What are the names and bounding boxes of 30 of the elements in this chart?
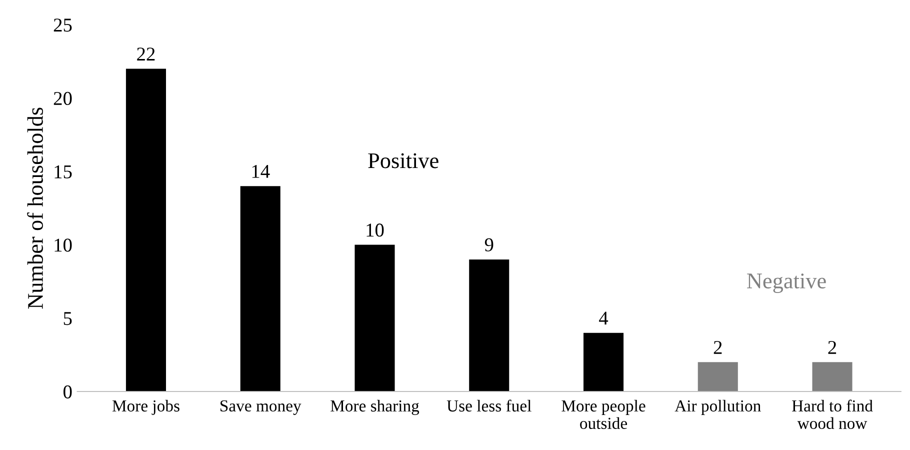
x-tick-label: More jobs: [112, 400, 180, 415]
data-label: 22: [137, 48, 155, 60]
data-label: 2: [828, 340, 836, 354]
bar: [126, 68, 166, 392]
y-tick-label: 10: [54, 238, 72, 252]
y-tick-label: 25: [54, 18, 72, 32]
annotation: Negative: [747, 274, 826, 294]
data-label: 9: [484, 238, 494, 252]
y-tick-label: 0: [64, 385, 72, 398]
x-tick-label: Use less fuel: [446, 400, 532, 412]
data-label: 10: [366, 224, 384, 237]
y-tick-label: 20: [54, 92, 72, 106]
bar: [583, 332, 624, 392]
x-tick-label: Hard to find wood now: [792, 400, 873, 429]
data-label: 2: [714, 340, 722, 354]
annotation: Positive: [368, 153, 438, 168]
bar: [698, 362, 738, 392]
bar: [354, 244, 395, 392]
x-tick-label: Air pollution: [674, 400, 761, 415]
bar: [469, 259, 510, 392]
data-label: 14: [252, 164, 270, 178]
x-tick-label: More people outside: [562, 400, 646, 429]
x-tick-label: Save money: [220, 400, 302, 415]
y-tick-label: 5: [64, 312, 72, 326]
data-label: 4: [599, 312, 608, 325]
y-tick-label: 15: [54, 165, 72, 178]
bar: [240, 186, 280, 392]
x-tick-label: More sharing: [330, 400, 420, 415]
y-axis-title: Number of households: [27, 108, 43, 309]
bar: [812, 362, 852, 392]
